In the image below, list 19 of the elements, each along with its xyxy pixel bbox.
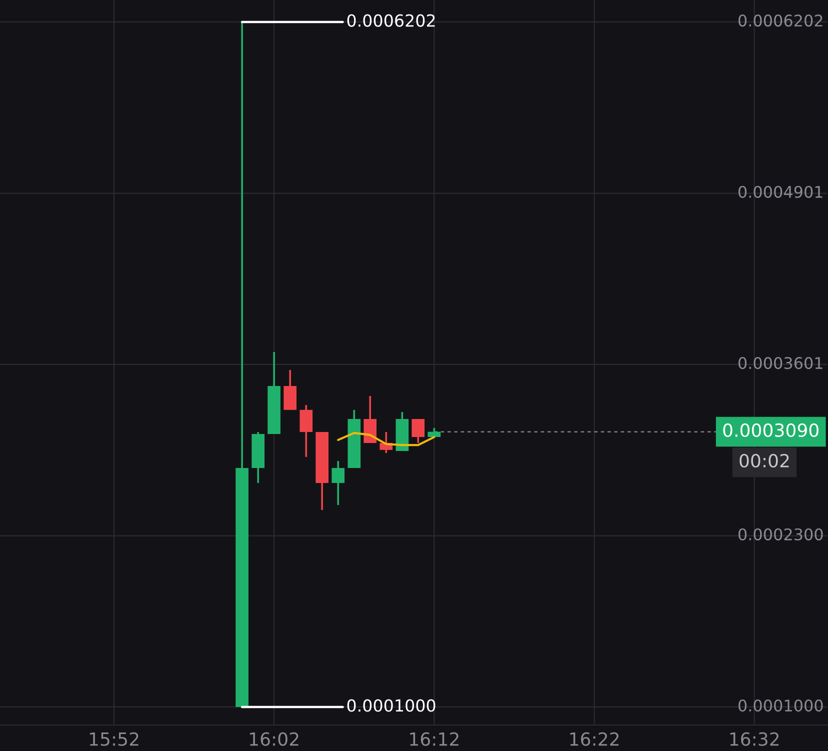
y-tick-label: 0.0004901: [738, 186, 822, 198]
x-tick-label: 16:32: [730, 732, 779, 746]
annotation: 0.0006202: [347, 14, 435, 27]
y-tick-label: 0.0006202: [738, 14, 822, 27]
candlestick: [412, 418, 425, 444]
ref-line-label: 0.0003090: [723, 423, 818, 437]
x-tick-label: 16:22: [570, 732, 619, 746]
annotation: 0.0001000: [347, 699, 436, 712]
candlestick: [284, 369, 297, 411]
x-tick-label: 16:12: [410, 732, 458, 746]
candlestick: [364, 395, 377, 444]
y-tick-label: 0.0001000: [738, 700, 823, 712]
candlestick: [332, 460, 345, 506]
y-tick-label: 0.0003601: [738, 357, 822, 370]
candlestick: [300, 404, 313, 458]
y-tick-label: 0.0002300: [738, 528, 823, 540]
x-tick-label: 16:02: [250, 732, 298, 746]
annotation: 00:02: [740, 454, 789, 468]
x-tick-label: 15:52: [90, 732, 138, 746]
